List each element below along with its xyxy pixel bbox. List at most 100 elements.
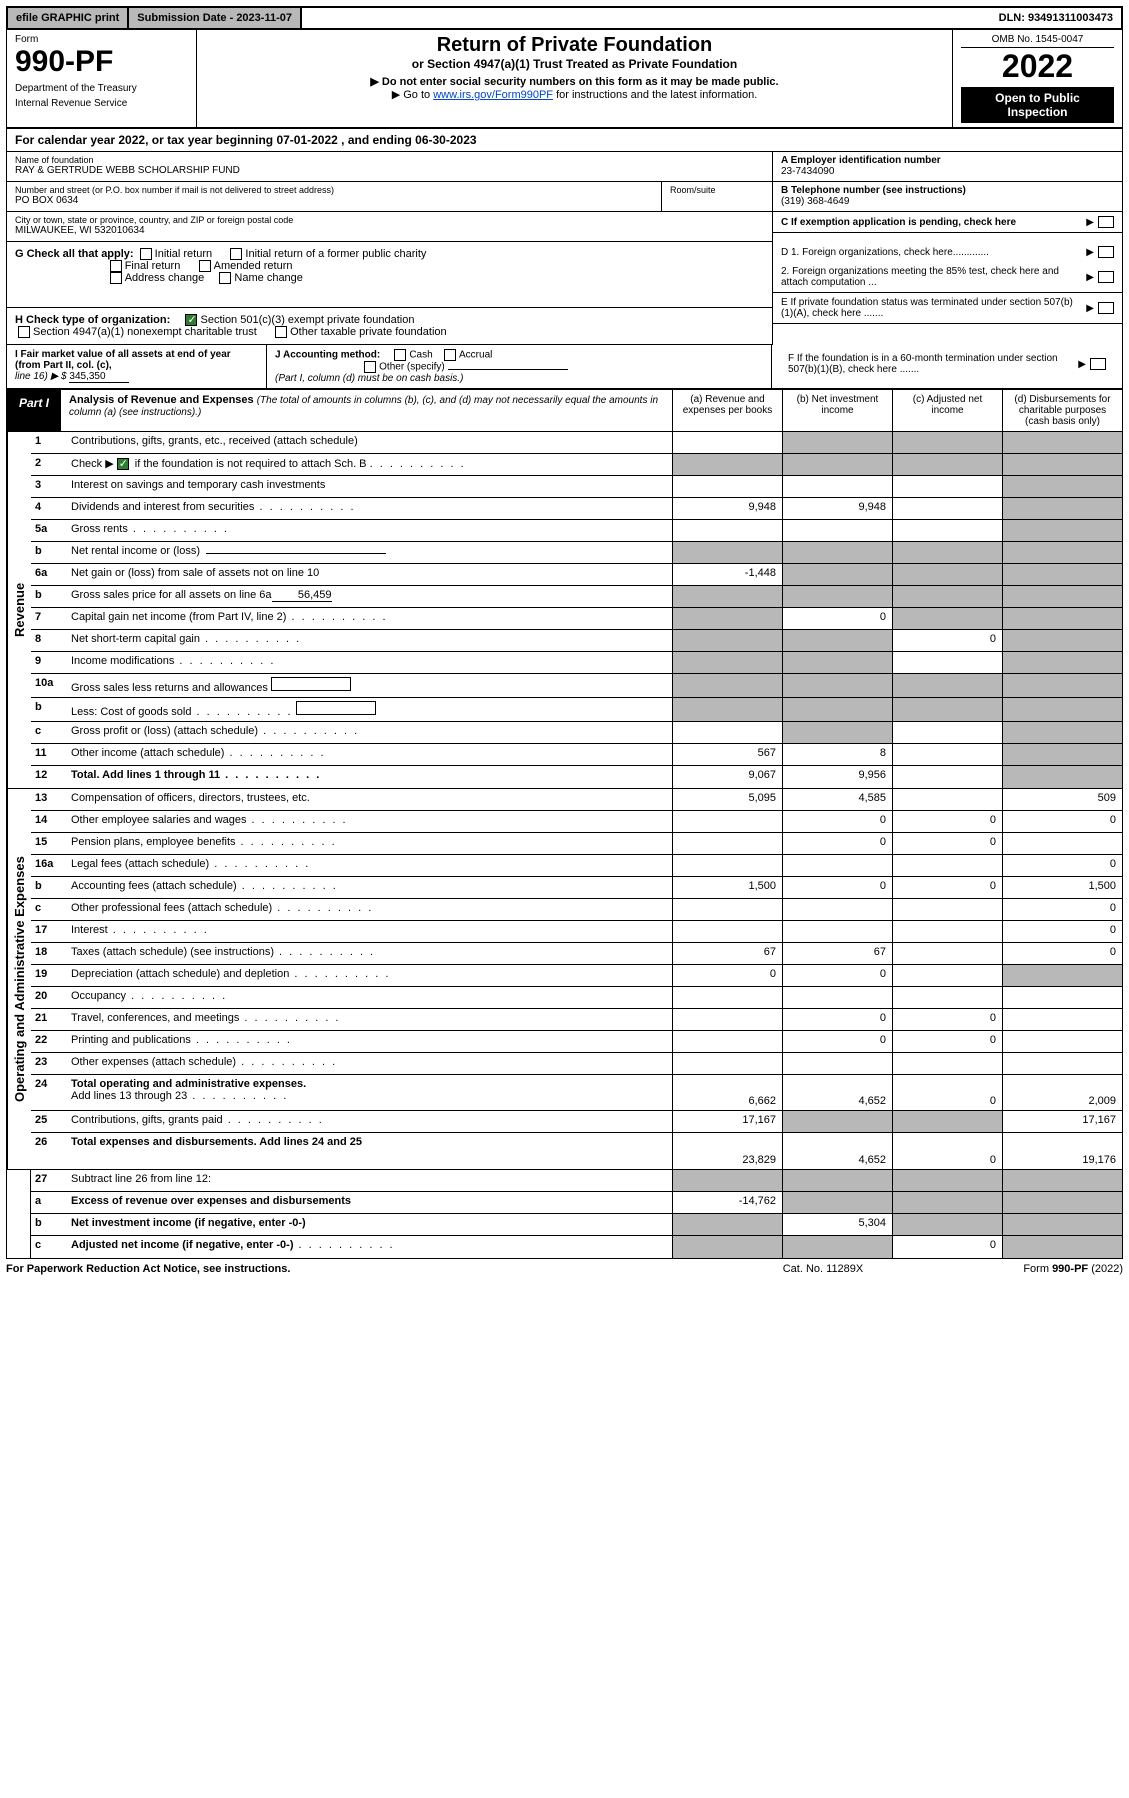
table-row: 7 Capital gain net income (from Part IV,… <box>31 608 1122 630</box>
exempt-label: C If exemption application is pending, c… <box>781 217 1082 228</box>
table-row: 9 Income modifications <box>31 652 1122 674</box>
table-row: b Accounting fees (attach schedule) 1,50… <box>31 877 1122 899</box>
footer-center: Cat. No. 11289X <box>723 1263 923 1275</box>
revenue-table: Revenue 1 Contributions, gifts, grants, … <box>6 432 1123 789</box>
table-row: 20 Occupancy <box>31 987 1122 1009</box>
table-row: 18 Taxes (attach schedule) (see instruct… <box>31 943 1122 965</box>
city-label: City or town, state or province, country… <box>15 215 764 225</box>
part1-header: Part I Analysis of Revenue and Expenses … <box>6 389 1123 432</box>
amended-return-checkbox[interactable] <box>199 260 211 272</box>
table-row: b Less: Cost of goods sold <box>31 698 1122 722</box>
expenses-label: Operating and Administrative Expenses <box>7 789 31 1169</box>
table-row: 13 Compensation of officers, directors, … <box>31 789 1122 811</box>
table-row: c Gross profit or (loss) (attach schedul… <box>31 722 1122 744</box>
table-row: b Net investment income (if negative, en… <box>31 1214 1122 1236</box>
footer-right: Form 990-PF (2022) <box>923 1263 1123 1275</box>
top-bar: efile GRAPHIC print Submission Date - 20… <box>6 6 1123 30</box>
dept-label: Department of the Treasury <box>15 83 188 94</box>
calendar-year-row: For calendar year 2022, or tax year begi… <box>6 129 1123 152</box>
name-change-checkbox[interactable] <box>219 272 231 284</box>
e-checkbox[interactable] <box>1098 302 1114 314</box>
f-checkbox[interactable] <box>1090 358 1106 370</box>
phone-label: B Telephone number (see instructions) <box>781 185 1114 196</box>
initial-return-checkbox[interactable] <box>140 248 152 260</box>
name-label: Name of foundation <box>15 155 764 165</box>
table-row: 15 Pension plans, employee benefits 00 <box>31 833 1122 855</box>
table-row: 14 Other employee salaries and wages 000 <box>31 811 1122 833</box>
table-row: 1 Contributions, gifts, grants, etc., re… <box>31 432 1122 454</box>
table-row: 21 Travel, conferences, and meetings 00 <box>31 1009 1122 1031</box>
form-title: Return of Private Foundation <box>201 34 948 57</box>
col-a-header: (a) Revenue and expenses per books <box>672 390 782 431</box>
table-row: 2 Check ▶ if the foundation is not requi… <box>31 454 1122 476</box>
open-public-label: Open to Public Inspection <box>961 87 1114 123</box>
address-change-checkbox[interactable] <box>110 272 122 284</box>
table-row: 16a Legal fees (attach schedule) 0 <box>31 855 1122 877</box>
page-footer: For Paperwork Reduction Act Notice, see … <box>6 1259 1123 1279</box>
table-row: 25 Contributions, gifts, grants paid 17,… <box>31 1111 1122 1133</box>
revenue-label: Revenue <box>7 432 31 788</box>
line27-table: 27 Subtract line 26 from line 12: a Exce… <box>6 1170 1123 1259</box>
room-label: Room/suite <box>670 185 764 195</box>
foundation-address: PO BOX 0634 <box>15 195 653 206</box>
table-row: 3 Interest on savings and temporary cash… <box>31 476 1122 498</box>
501c3-checkbox[interactable] <box>185 314 197 326</box>
i-value: 345,350 <box>69 371 129 383</box>
form-header: Form 990-PF Department of the Treasury I… <box>6 30 1123 129</box>
i-label: I Fair market value of all assets at end… <box>15 349 231 371</box>
dln-label: DLN: 93491311003473 <box>991 8 1121 28</box>
table-row: 12 Total. Add lines 1 through 11 9,0679,… <box>31 766 1122 788</box>
table-row: a Excess of revenue over expenses and di… <box>31 1192 1122 1214</box>
col-b-header: (b) Net investment income <box>782 390 892 431</box>
final-return-checkbox[interactable] <box>110 260 122 272</box>
table-row: 24 Total operating and administrative ex… <box>31 1075 1122 1111</box>
table-row: 17 Interest 0 <box>31 921 1122 943</box>
other-taxable-checkbox[interactable] <box>275 326 287 338</box>
d2-label: 2. Foreign organizations meeting the 85%… <box>781 266 1082 288</box>
irs-label: Internal Revenue Service <box>15 98 188 109</box>
e-label: E If private foundation status was termi… <box>781 297 1082 319</box>
foundation-name: RAY & GERTRUDE WEBB SCHOLARSHIP FUND <box>15 165 764 176</box>
table-row: 11 Other income (attach schedule) 5678 <box>31 744 1122 766</box>
table-row: 6a Net gain or (loss) from sale of asset… <box>31 564 1122 586</box>
other-method-checkbox[interactable] <box>364 361 376 373</box>
table-row: 22 Printing and publications 00 <box>31 1031 1122 1053</box>
initial-former-checkbox[interactable] <box>230 248 242 260</box>
4947-checkbox[interactable] <box>18 326 30 338</box>
cash-checkbox[interactable] <box>394 349 406 361</box>
efile-label[interactable]: efile GRAPHIC print <box>8 8 129 28</box>
table-row: 23 Other expenses (attach schedule) <box>31 1053 1122 1075</box>
ijf-row: I Fair market value of all assets at end… <box>6 345 1123 389</box>
addr-label: Number and street (or P.O. box number if… <box>15 185 653 195</box>
table-row: 4 Dividends and interest from securities… <box>31 498 1122 520</box>
table-row: 19 Depreciation (attach schedule) and de… <box>31 965 1122 987</box>
form-number: 990-PF <box>15 45 188 79</box>
schb-checkbox[interactable] <box>117 458 129 470</box>
accrual-checkbox[interactable] <box>444 349 456 361</box>
col-c-header: (c) Adjusted net income <box>892 390 1002 431</box>
f-label: F If the foundation is in a 60-month ter… <box>788 353 1074 375</box>
col-d-header: (d) Disbursements for charitable purpose… <box>1002 390 1122 431</box>
table-row: 10a Gross sales less returns and allowan… <box>31 674 1122 698</box>
part1-label: Part I <box>7 390 61 431</box>
part1-title: Analysis of Revenue and Expenses <box>69 394 254 406</box>
foundation-city: MILWAUKEE, WI 532010634 <box>15 225 764 236</box>
table-row: c Other professional fees (attach schedu… <box>31 899 1122 921</box>
table-row: 8 Net short-term capital gain 0 <box>31 630 1122 652</box>
exempt-checkbox[interactable] <box>1098 216 1114 228</box>
submission-date: Submission Date - 2023-11-07 <box>129 8 302 28</box>
d2-checkbox[interactable] <box>1098 271 1114 283</box>
form-label: Form <box>15 34 188 45</box>
table-row: 5a Gross rents <box>31 520 1122 542</box>
d1-checkbox[interactable] <box>1098 246 1114 258</box>
checks-section: G Check all that apply: Initial return I… <box>6 242 1123 345</box>
form-link[interactable]: www.irs.gov/Form990PF <box>433 89 553 101</box>
d1-label: D 1. Foreign organizations, check here..… <box>781 247 1082 258</box>
instruction-2: ▶ Go to www.irs.gov/Form990PF for instru… <box>201 88 948 101</box>
j-label: J Accounting method: <box>275 350 380 361</box>
ein-value: 23-7434090 <box>781 166 1114 177</box>
phone-value: (319) 368-4649 <box>781 196 1114 207</box>
expenses-table: Operating and Administrative Expenses 13… <box>6 789 1123 1170</box>
foundation-info: Name of foundation RAY & GERTRUDE WEBB S… <box>6 152 1123 242</box>
table-row: b Gross sales price for all assets on li… <box>31 586 1122 608</box>
